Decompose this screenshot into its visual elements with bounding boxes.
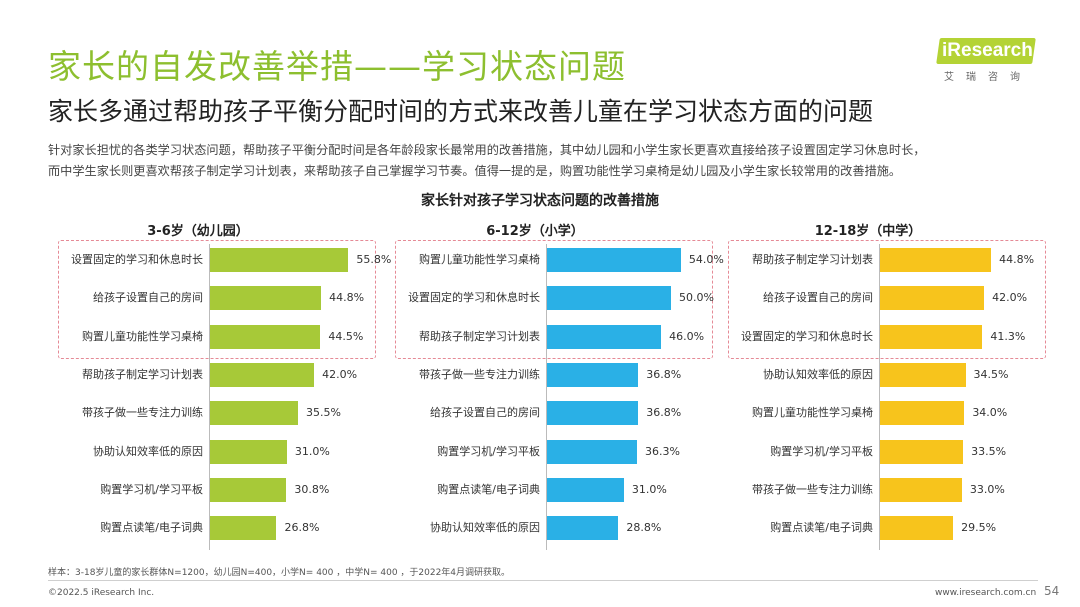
axis-line-2 <box>879 244 880 551</box>
bar <box>210 362 315 387</box>
bar-value-label: 46.0% <box>669 329 705 343</box>
bar <box>880 477 962 502</box>
bar <box>880 286 985 311</box>
chart-title: 家长针对孩子学习状态问题的改善措施 <box>421 193 659 209</box>
bar-label: 购置点读笔/电子词典 <box>437 482 540 496</box>
bar-value-label: 42.0% <box>992 291 1028 305</box>
bar <box>880 248 992 272</box>
bar-value-label: 35.5% <box>306 406 341 420</box>
bar <box>210 439 287 464</box>
axis-line-0 <box>209 244 210 551</box>
bar-label: 购置点读笔/电子词典 <box>770 521 873 535</box>
bar <box>880 401 965 426</box>
bar <box>210 324 321 349</box>
bar <box>210 477 287 502</box>
bar-label: 设置固定的学习和休息时长 <box>741 329 873 343</box>
bar-value-label: 34.5% <box>973 367 1009 381</box>
bar-value-label: 42.0% <box>322 367 358 381</box>
logo-subtext: 艾瑞咨询 <box>944 72 1032 83</box>
bar-value-label: 36.8% <box>646 406 682 420</box>
bar-value-label: 55.8% <box>356 253 392 266</box>
bar-label: 设置固定的学习和休息时长 <box>71 253 203 266</box>
bar-label: 帮助孩子制定学习计划表 <box>752 253 873 266</box>
bar-value-label: 36.8% <box>646 367 682 381</box>
group-title-0: 3-6岁（幼儿园） <box>147 224 249 239</box>
bar <box>547 439 638 464</box>
bar-label: 购置学习机/学习平板 <box>437 444 540 458</box>
group-title-2: 12-18岁（中学） <box>814 224 922 239</box>
top-measures-highlight-0 <box>58 240 376 359</box>
bar-value-label: 50.0% <box>679 291 714 305</box>
bar-value-label: 44.8% <box>329 291 365 305</box>
bar-label: 设置固定的学习和休息时长 <box>408 291 540 305</box>
bar <box>210 248 349 272</box>
bar-label: 购置儿童功能性学习桌椅 <box>419 253 540 266</box>
bar <box>547 248 681 272</box>
description-line-1: 针对家长担忧的各类学习状态问题，帮助孩子平衡分配时间是各年龄段家长最常用的改善措… <box>48 143 926 157</box>
bar <box>547 324 662 349</box>
iresearch-logo: iResearch 艾瑞咨询 <box>936 38 1048 84</box>
bar <box>880 516 954 541</box>
page-number: 54 <box>1044 584 1060 598</box>
sample-note: 样本：3-18岁儿童的家长群体N=1200，幼儿园N=400，小学N= 400 … <box>48 568 511 578</box>
bar <box>210 286 322 311</box>
description-line-2: 而中学生家长则更喜欢帮孩子制定学习计划表，来帮助孩子自己掌握学习节奏。值得一提的… <box>48 164 902 178</box>
page-title: 家长的自发改善举措——学习状态问题 <box>48 47 626 86</box>
bar <box>547 286 671 311</box>
bar-value-label: 30.8% <box>294 482 330 496</box>
bar-label: 帮助孩子制定学习计划表 <box>419 329 540 343</box>
footer-divider <box>48 580 1038 581</box>
bar-value-label: 29.5% <box>961 521 997 535</box>
top-measures-highlight-2 <box>728 240 1046 359</box>
bar-value-label: 34.0% <box>972 406 1008 420</box>
bar-label: 帮助孩子制定学习计划表 <box>82 367 203 381</box>
bar-label: 带孩子做一些专注力训练 <box>419 367 540 381</box>
bar-label: 给孩子设置自己的房间 <box>93 291 203 305</box>
bar-label: 购置儿童功能性学习桌椅 <box>82 329 203 343</box>
bar-value-label: 33.0% <box>969 482 1005 496</box>
bar-value-label: 28.8% <box>626 521 662 535</box>
bar-label: 购置学习机/学习平板 <box>770 444 873 458</box>
bar-value-label: 26.8% <box>284 521 320 535</box>
group-title-1: 6-12岁（小学） <box>486 224 584 239</box>
bar-label: 购置点读笔/电子词典 <box>100 521 203 535</box>
bar-label: 协助认知效率低的原因 <box>763 367 873 381</box>
bar <box>880 439 964 464</box>
bar-label: 购置学习机/学习平板 <box>100 482 203 496</box>
bar-value-label: 54.0% <box>688 253 724 266</box>
bar <box>880 362 966 387</box>
bar-value-label: 44.8% <box>999 253 1035 266</box>
copyright: ©2022.5 iResearch Inc. <box>48 588 155 598</box>
bar <box>547 362 639 387</box>
bar-value-label: 36.3% <box>645 444 680 458</box>
bar-label: 协助认知效率低的原因 <box>430 521 540 535</box>
bar-label: 购置儿童功能性学习桌椅 <box>752 406 873 420</box>
bar-label: 给孩子设置自己的房间 <box>430 406 540 420</box>
axis-line-1 <box>546 244 547 551</box>
website: www.iresearch.com.cn <box>935 588 1037 598</box>
bar-label: 给孩子设置自己的房间 <box>763 291 873 305</box>
bar-value-label: 31.0% <box>294 444 330 458</box>
bar-label: 协助认知效率低的原因 <box>93 444 203 458</box>
bar-label: 带孩子做一些专注力训练 <box>82 406 203 420</box>
logo-text: iResearch <box>942 40 1033 61</box>
bar <box>547 477 624 502</box>
bar <box>210 516 277 541</box>
page-subtitle: 家长多通过帮助孩子平衡分配时间的方式来改善儿童在学习状态方面的问题 <box>48 97 874 126</box>
bar <box>547 401 639 426</box>
bar-value-label: 41.3% <box>990 329 1026 343</box>
bar-label: 带孩子做一些专注力训练 <box>752 482 873 496</box>
bar <box>880 324 983 349</box>
bar <box>210 401 299 426</box>
description: 针对家长担忧的各类学习状态问题，帮助孩子平衡分配时间是各年龄段家长最常用的改善措… <box>48 140 1038 182</box>
bar <box>547 516 619 541</box>
bar-value-label: 44.5% <box>328 329 364 343</box>
bar-value-label: 31.0% <box>631 482 667 496</box>
top-measures-highlight-1 <box>395 240 713 359</box>
bar-value-label: 33.5% <box>971 444 1007 458</box>
